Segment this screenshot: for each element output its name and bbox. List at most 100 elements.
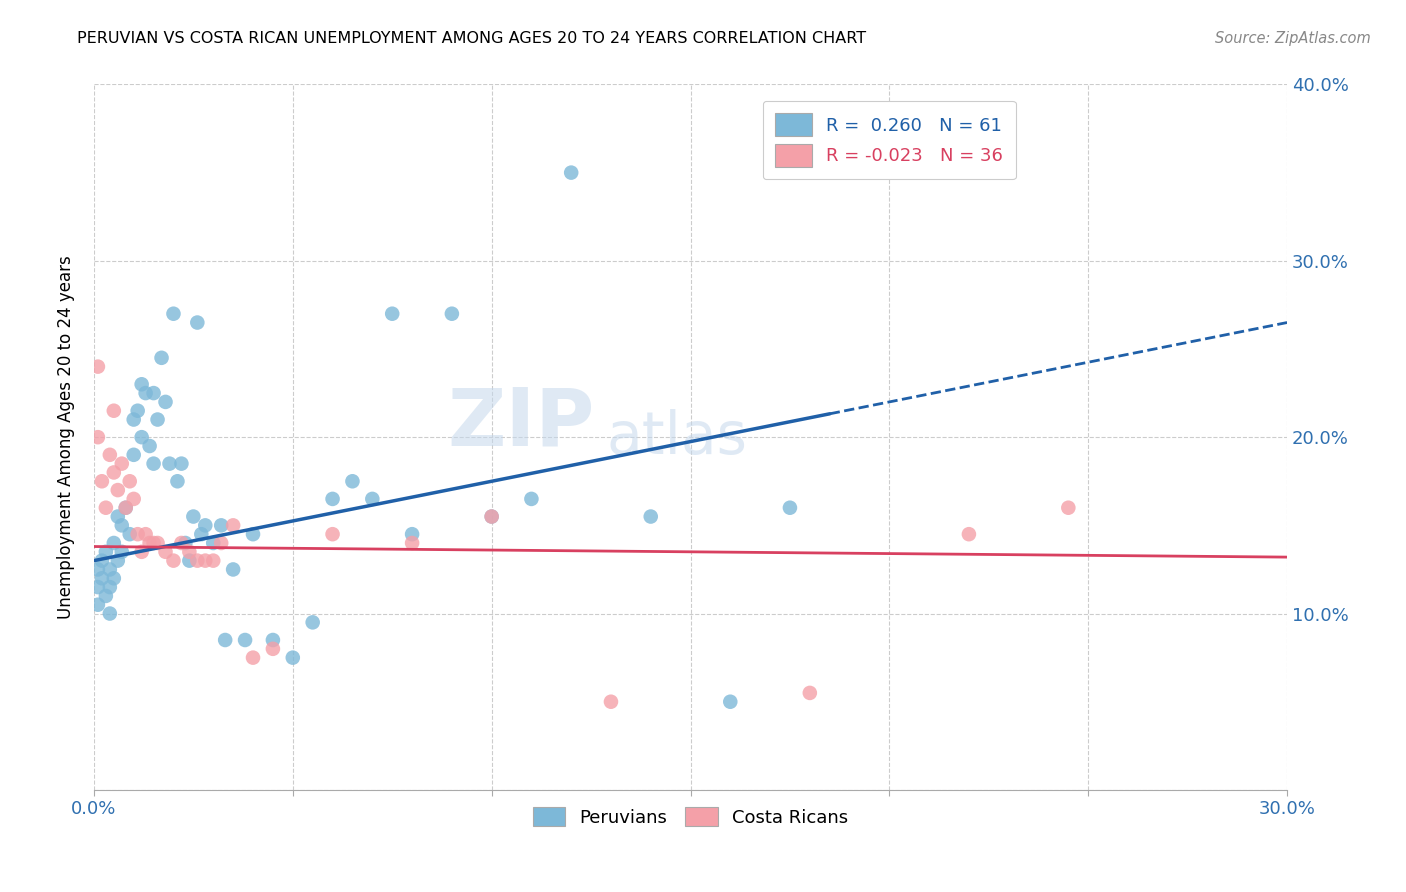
Point [135, 527, 157, 541]
Point [242, 527, 264, 541]
Point [222, 562, 245, 576]
Point [301, 615, 323, 630]
Point [87, 598, 110, 612]
Point [142, 536, 165, 550]
Point [361, 491, 384, 506]
Point [179, 545, 201, 559]
Point [179, 554, 201, 568]
Point [98, 448, 121, 462]
Point [322, 527, 344, 541]
Point [799, 686, 821, 700]
Point [87, 359, 110, 374]
Point [202, 536, 225, 550]
Point [90, 571, 112, 585]
Point [560, 166, 582, 180]
Y-axis label: Unemployment Among Ages 20 to 24 years: Unemployment Among Ages 20 to 24 years [58, 255, 75, 619]
Point [111, 545, 134, 559]
Point [135, 386, 157, 401]
Point [481, 509, 503, 524]
Point [194, 554, 217, 568]
Point [1057, 500, 1080, 515]
Point [233, 632, 256, 647]
Point [194, 518, 217, 533]
Point [87, 580, 110, 594]
Point [262, 641, 284, 656]
Point [155, 545, 177, 559]
Point [209, 518, 232, 533]
Point [98, 607, 121, 621]
Point [107, 509, 129, 524]
Point [262, 632, 284, 647]
Point [103, 403, 125, 417]
Point [600, 695, 623, 709]
Point [87, 430, 110, 444]
Point [118, 527, 141, 541]
Point [94, 589, 117, 603]
Point [481, 509, 503, 524]
Point [401, 527, 423, 541]
Point [94, 545, 117, 559]
Point [174, 536, 197, 550]
Point [381, 307, 404, 321]
Point [342, 475, 364, 489]
Point [281, 650, 304, 665]
Point [114, 500, 136, 515]
Point [138, 439, 160, 453]
Point [127, 527, 149, 541]
Point [150, 351, 173, 365]
Point [214, 632, 236, 647]
Point [166, 475, 188, 489]
Point [111, 518, 134, 533]
Point [90, 554, 112, 568]
Point [142, 386, 165, 401]
Point [94, 500, 117, 515]
Point [779, 500, 801, 515]
Point [118, 475, 141, 489]
Point [640, 509, 662, 524]
Point [202, 554, 225, 568]
Point [209, 536, 232, 550]
Legend: Peruvians, Costa Ricans: Peruvians, Costa Ricans [526, 799, 856, 834]
Point [162, 307, 184, 321]
Point [98, 562, 121, 576]
Point [162, 554, 184, 568]
Point [131, 430, 153, 444]
Point [98, 580, 121, 594]
Point [107, 554, 129, 568]
Text: ZIP: ZIP [447, 384, 595, 462]
Point [87, 562, 110, 576]
Point [111, 457, 134, 471]
Text: atlas: atlas [607, 409, 748, 466]
Point [183, 509, 205, 524]
Point [103, 536, 125, 550]
Point [718, 695, 741, 709]
Point [103, 571, 125, 585]
Point [242, 650, 264, 665]
Point [520, 491, 543, 506]
Point [103, 466, 125, 480]
Point [131, 545, 153, 559]
Point [957, 527, 980, 541]
Point [401, 536, 423, 550]
Point [127, 403, 149, 417]
Text: Source: ZipAtlas.com: Source: ZipAtlas.com [1215, 31, 1371, 46]
Point [170, 536, 193, 550]
Point [131, 377, 153, 392]
Text: PERUVIAN VS COSTA RICAN UNEMPLOYMENT AMONG AGES 20 TO 24 YEARS CORRELATION CHART: PERUVIAN VS COSTA RICAN UNEMPLOYMENT AMO… [77, 31, 866, 46]
Point [114, 500, 136, 515]
Point [122, 448, 145, 462]
Point [146, 536, 169, 550]
Point [222, 518, 245, 533]
Point [440, 307, 463, 321]
Point [170, 457, 193, 471]
Point [190, 527, 212, 541]
Point [322, 491, 344, 506]
Point [90, 475, 112, 489]
Point [159, 457, 181, 471]
Point [155, 395, 177, 409]
Point [122, 491, 145, 506]
Point [107, 483, 129, 497]
Point [142, 457, 165, 471]
Point [138, 536, 160, 550]
Point [186, 554, 208, 568]
